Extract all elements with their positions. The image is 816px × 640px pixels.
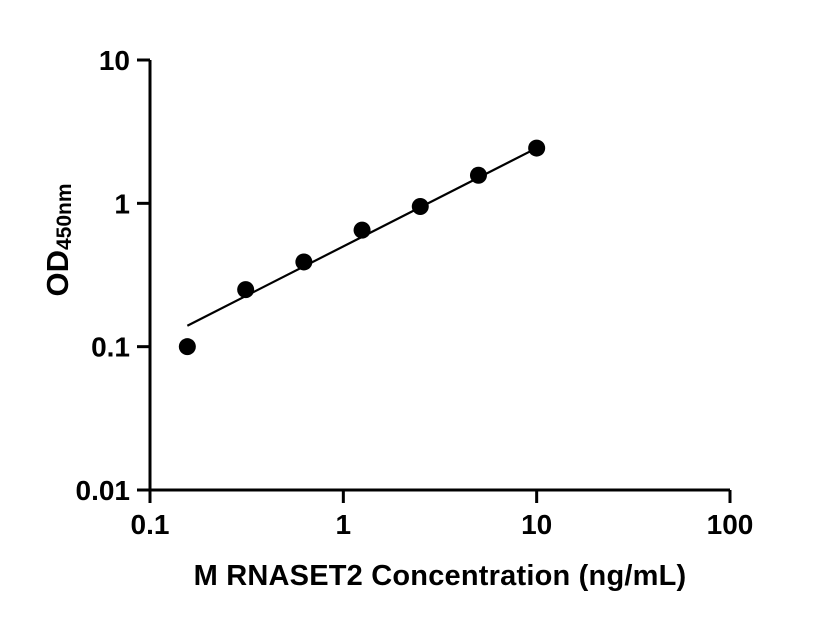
y-axis-tick-label: 0.01 <box>76 475 131 506</box>
y-axis-label: OD 450nm <box>30 120 86 360</box>
x-axis-tick-label: 10 <box>521 509 552 540</box>
y-axis-label-main: OD <box>40 250 75 297</box>
y-axis-tick-label: 1 <box>114 188 130 219</box>
data-point <box>178 338 196 356</box>
y-axis-tick-label: 0.1 <box>91 332 130 363</box>
data-point <box>528 139 546 157</box>
y-axis-label-subscript: 450nm <box>53 183 76 251</box>
x-axis-tick-label: 1 <box>336 509 352 540</box>
data-point <box>353 221 371 239</box>
data-point <box>411 198 429 216</box>
data-point <box>237 281 255 299</box>
x-axis-tick-label: 0.1 <box>131 509 170 540</box>
x-axis-label: M RNASET2 Concentration (ng/mL) <box>193 560 687 592</box>
y-axis-tick-label: 10 <box>99 45 130 76</box>
data-point <box>469 166 487 184</box>
axis-frame <box>148 60 730 492</box>
data-point <box>295 253 313 271</box>
x-axis-tick-label: 100 <box>707 509 754 540</box>
